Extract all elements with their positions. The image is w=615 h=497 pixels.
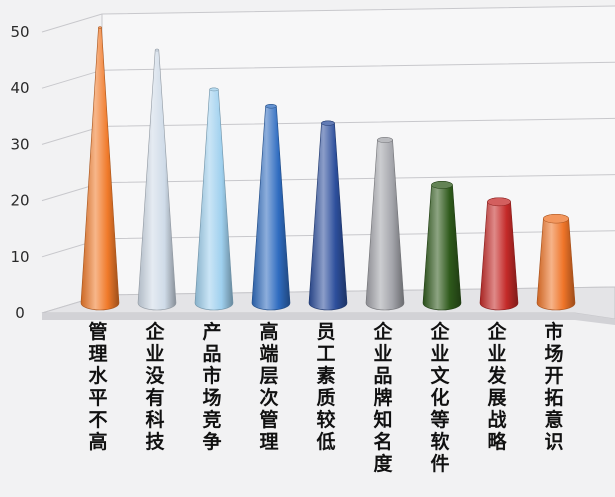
x-category-label: 企业没有科技: [144, 320, 165, 453]
x-category-label: 高端层次管理: [259, 320, 278, 453]
cone-top: [543, 214, 569, 224]
cone-top: [431, 181, 453, 189]
y-tick-label: 0: [15, 304, 25, 322]
y-tick-label: 10: [10, 248, 29, 266]
y-tick-label: 40: [10, 79, 29, 97]
cone-bar: [308, 120, 348, 311]
cone-top: [98, 26, 102, 29]
cone-top: [487, 197, 511, 207]
cone-bar: [365, 137, 405, 311]
data-marks: [80, 26, 576, 311]
cone-bar: [80, 26, 120, 311]
cone-body: [536, 213, 576, 311]
cone-top: [377, 137, 393, 143]
cone-bar: [422, 181, 462, 311]
cone-bar: [137, 48, 177, 311]
chart-back-wall: [102, 6, 615, 303]
cone-bar: [536, 213, 576, 311]
x-axis-labels: 管理水平不高 企业没有科技 产品市场竞争 高端层次管理 员工素质较低 企业品牌知名度 企业文…: [88, 320, 563, 475]
y-axis: 0 10 20 30 40 50: [10, 23, 29, 322]
x-category-label: 企业文化等软件: [429, 320, 450, 475]
y-tick-label: 30: [10, 135, 29, 153]
x-category-label: 员工素质较低: [315, 321, 335, 453]
cone-top: [321, 120, 335, 126]
floor-front-edge: [42, 313, 615, 325]
back-wall-panel: [102, 6, 615, 303]
cone-bar: [479, 197, 519, 311]
cone-bar: [251, 104, 291, 311]
x-category-label: 企业品牌知名度: [372, 320, 393, 475]
x-category-label: 市场开拓意识: [544, 320, 563, 453]
x-category-label: 管理水平不高: [88, 320, 108, 453]
cone-bar: [194, 87, 234, 311]
x-category-label: 企业发展战略: [486, 320, 507, 453]
cone-top: [265, 104, 277, 109]
cone-top: [209, 87, 219, 92]
y-tick-label: 50: [10, 23, 29, 41]
cone-top: [154, 48, 160, 52]
y-tick-label: 20: [10, 192, 29, 210]
x-category-label: 产品市场竞争: [202, 320, 221, 453]
